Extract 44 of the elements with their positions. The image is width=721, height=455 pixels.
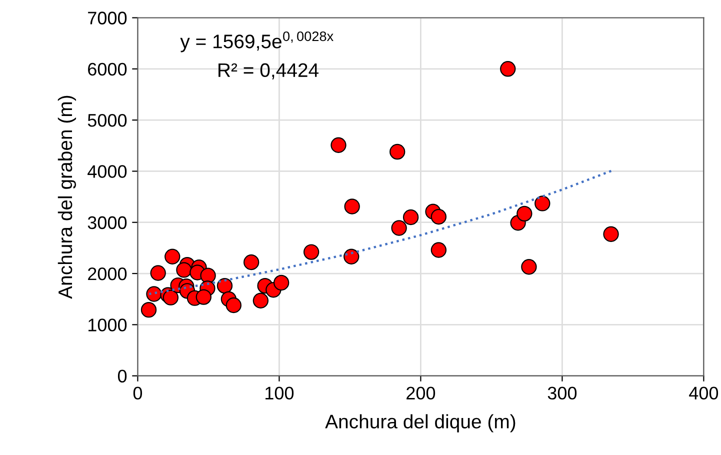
point bbox=[516, 206, 532, 222]
point bbox=[430, 242, 447, 258]
point bbox=[252, 292, 269, 308]
point bbox=[146, 286, 162, 302]
point bbox=[402, 209, 419, 226]
y-tick-label: 2000 bbox=[88, 267, 127, 280]
y-tick-label: 3000 bbox=[88, 216, 127, 230]
y-tick-label: 1000 bbox=[88, 318, 127, 332]
point bbox=[391, 220, 407, 236]
point bbox=[330, 137, 346, 153]
point bbox=[521, 259, 537, 275]
point bbox=[534, 196, 550, 212]
y-tick-label: 7000 bbox=[88, 12, 127, 24]
point bbox=[140, 302, 157, 318]
point bbox=[200, 268, 216, 284]
point bbox=[500, 61, 516, 77]
point bbox=[273, 274, 290, 291]
point bbox=[390, 144, 406, 160]
point bbox=[603, 226, 619, 242]
y-axis-title: Anchura del graben (m) bbox=[58, 96, 76, 299]
point bbox=[216, 278, 233, 294]
x-tick-label: 100 bbox=[266, 386, 294, 400]
point bbox=[162, 290, 179, 306]
x-tick-label: 400 bbox=[689, 386, 718, 400]
point bbox=[150, 265, 166, 281]
y-tick-label: 5000 bbox=[88, 114, 127, 127]
point bbox=[196, 289, 212, 305]
annotation: R² = 0,4424 bbox=[218, 63, 319, 80]
y-tick-label: 4000 bbox=[88, 165, 127, 178]
y-tick-label: 0 bbox=[118, 370, 127, 383]
point bbox=[344, 198, 360, 214]
point bbox=[243, 254, 260, 270]
point bbox=[344, 248, 360, 264]
point bbox=[430, 208, 447, 225]
point bbox=[176, 262, 192, 278]
annotation: y = 1569,5e$^{0,0028x}$ bbox=[180, 31, 334, 52]
x-tick-label: 0 bbox=[133, 386, 142, 400]
x-tick-label: 200 bbox=[406, 386, 436, 400]
point bbox=[164, 248, 180, 264]
point bbox=[226, 297, 242, 314]
x-tick-label: 300 bbox=[548, 386, 577, 400]
y-tick-label: 6000 bbox=[88, 62, 127, 76]
point bbox=[303, 244, 320, 260]
x-axis-title: Anchura del dique (m) bbox=[325, 414, 516, 432]
